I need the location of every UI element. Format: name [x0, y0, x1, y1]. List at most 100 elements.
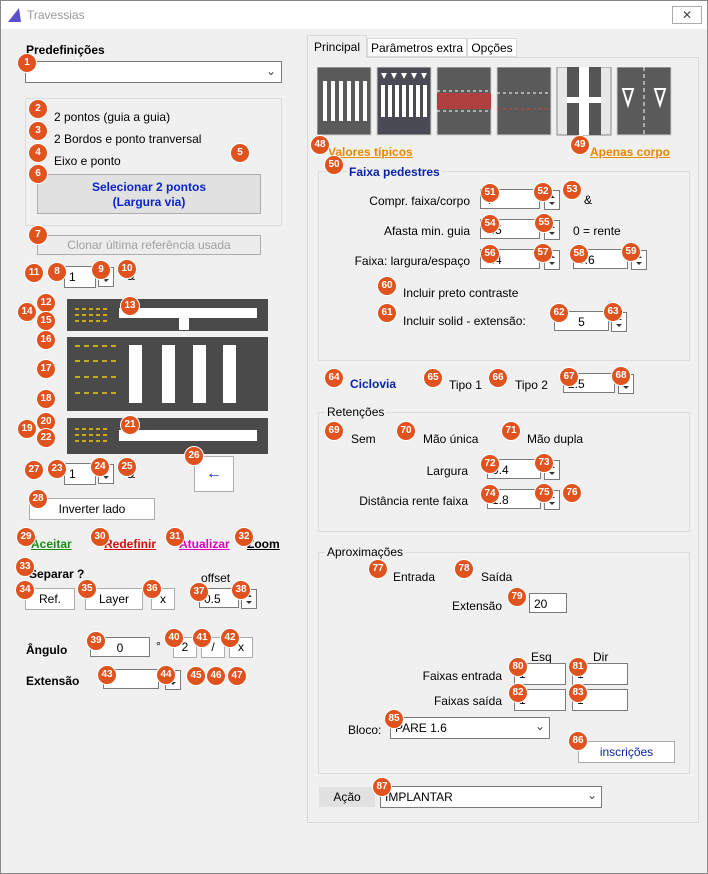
label: Extensão [451, 599, 502, 613]
annotation-badge: 66 [488, 368, 508, 388]
annotation-badge: 27 [24, 460, 44, 480]
annotation-badge: 30 [90, 527, 110, 547]
inscriptions-button[interactable]: inscrições [578, 741, 675, 763]
app-icon [8, 8, 21, 22]
annotation-badge: 13 [120, 296, 140, 316]
annotation-badge: 8 [47, 262, 67, 282]
radio-label[interactable]: 2 Bordos e ponto tranversal [54, 132, 202, 146]
annotation-badge: 80 [508, 657, 528, 677]
update-link[interactable]: Atualizar [179, 537, 230, 551]
annotation-badge: 21 [120, 415, 140, 435]
invert-button[interactable]: Inverter lado [29, 498, 155, 520]
radio-label[interactable]: 2 pontos (guia a guia) [54, 110, 171, 124]
annotation-badge: 52 [533, 182, 553, 202]
annotation-badge: 78 [454, 559, 474, 579]
input[interactable]: 20 [529, 593, 567, 613]
annotation-badge: 3 [28, 121, 48, 141]
input[interactable]: 0.4 [487, 459, 541, 479]
annotation-badge: 32 [234, 527, 254, 547]
annotation-badge: 46 [206, 666, 226, 686]
checkbox-label[interactable]: Incluir solid - extensão: [403, 314, 526, 328]
select-points-button[interactable]: Selecionar 2 pontos (Largura via) [37, 174, 261, 214]
layer-button[interactable]: Layer [85, 588, 143, 610]
annotation-badge: 44 [156, 665, 176, 685]
tab[interactable]: Opções [467, 38, 517, 57]
annotation-badge: 23 [47, 459, 67, 479]
annotation-badge: 14 [17, 302, 37, 322]
annotation-badge: 40 [164, 628, 184, 648]
body-only-link[interactable]: Apenas corpo [590, 145, 671, 159]
annotation-badge: 7 [28, 225, 48, 245]
radio-label[interactable]: Mão dupla [527, 432, 584, 446]
dropdown-arrow: ⌄ [535, 719, 546, 733]
typical-values-link[interactable]: Valores típicos [328, 145, 413, 159]
annotation-badge: 67 [559, 367, 579, 387]
annotation-badge: 25 [117, 457, 137, 477]
zoom-link[interactable]: Zoom [247, 537, 280, 551]
tab-panel [307, 57, 699, 823]
annotation-badge: 6 [28, 164, 48, 184]
tab-active[interactable]: Principal [307, 35, 367, 58]
annotation-badge: 50 [324, 155, 344, 175]
group-title: Retenções [325, 405, 387, 419]
pedestrian-group [318, 171, 690, 361]
reset-link[interactable]: Redefinir [104, 537, 157, 551]
annotation-badge: 48 [310, 135, 330, 155]
annotation-badge: 33 [15, 557, 35, 577]
clone-button[interactable]: Clonar última referência usada [37, 235, 261, 255]
button-line: (Largura via) [112, 195, 186, 209]
annotation-badge: 61 [377, 303, 397, 323]
annotation-badge: 71 [501, 421, 521, 441]
group-title[interactable]: Faixa pedestres [347, 165, 442, 179]
annotation-badge: 68 [611, 366, 631, 386]
annotation-badge: 72 [480, 454, 500, 474]
annotation-badge: 85 [384, 709, 404, 729]
preset-thumbnails [317, 67, 672, 136]
checkbox-label[interactable]: Incluir preto contraste [403, 286, 519, 300]
label: Compr. faixa/corpo [369, 194, 470, 208]
radio-label[interactable]: Eixo e ponto [54, 154, 121, 168]
label: Predefinições [26, 43, 105, 57]
annotation-badge: 69 [324, 421, 344, 441]
accept-link[interactable]: Aceitar [31, 537, 72, 551]
annotation-badge: 41 [192, 628, 212, 648]
annotation-badge: 58 [569, 244, 589, 264]
annotation-badge: 34 [15, 580, 35, 600]
annotation-badge: 35 [77, 579, 97, 599]
dropdown-arrow: ⌄ [587, 788, 598, 802]
label: Faixa: largura/espaço [354, 254, 470, 268]
column-header: Dir [593, 650, 609, 664]
checkbox-label[interactable]: Entrada [393, 570, 436, 584]
degree-label: ° [156, 639, 161, 653]
radio-label[interactable]: Tipo 1 [449, 378, 482, 392]
tab[interactable]: Parâmetros extra [367, 38, 467, 57]
radio-label[interactable]: Tipo 2 [515, 378, 548, 392]
annotation-badge: 53 [562, 180, 582, 200]
annotation-badge: 76 [562, 483, 582, 503]
label: Afasta min. guia [383, 224, 470, 238]
radio-label[interactable]: Sem [351, 432, 376, 446]
label: Faixas saída [433, 694, 502, 708]
predefinitions-select[interactable] [25, 61, 282, 83]
window-title: Travessias [27, 8, 85, 22]
checkbox-label[interactable]: Ciclovia [350, 377, 397, 391]
annotation-badge: 83 [568, 683, 588, 703]
annotation-badge: 31 [165, 527, 185, 547]
input[interactable]: 1.8 [487, 489, 541, 509]
ref-button[interactable]: Ref. [25, 588, 75, 610]
checkbox-label[interactable]: Saída [481, 570, 513, 584]
annotation-badge: 12 [36, 293, 56, 313]
action-select[interactable]: IMPLANTAR [380, 786, 602, 808]
close-button[interactable]: ✕ [672, 6, 702, 24]
radio-label[interactable]: Mão única [423, 432, 479, 446]
annotation-badge: 87 [372, 777, 392, 797]
annotation-badge: 57 [533, 243, 553, 263]
annotation-badge: 39 [86, 631, 106, 651]
annotation-badge: 82 [508, 683, 528, 703]
column-header: Esq [531, 650, 552, 664]
annotation-badge: 51 [480, 183, 500, 203]
annotation-badge: 9 [91, 260, 111, 280]
block-select[interactable]: PARE 1.6 [390, 717, 550, 739]
annotation-badge: 56 [480, 244, 500, 264]
annotation-badge: 59 [621, 242, 641, 262]
